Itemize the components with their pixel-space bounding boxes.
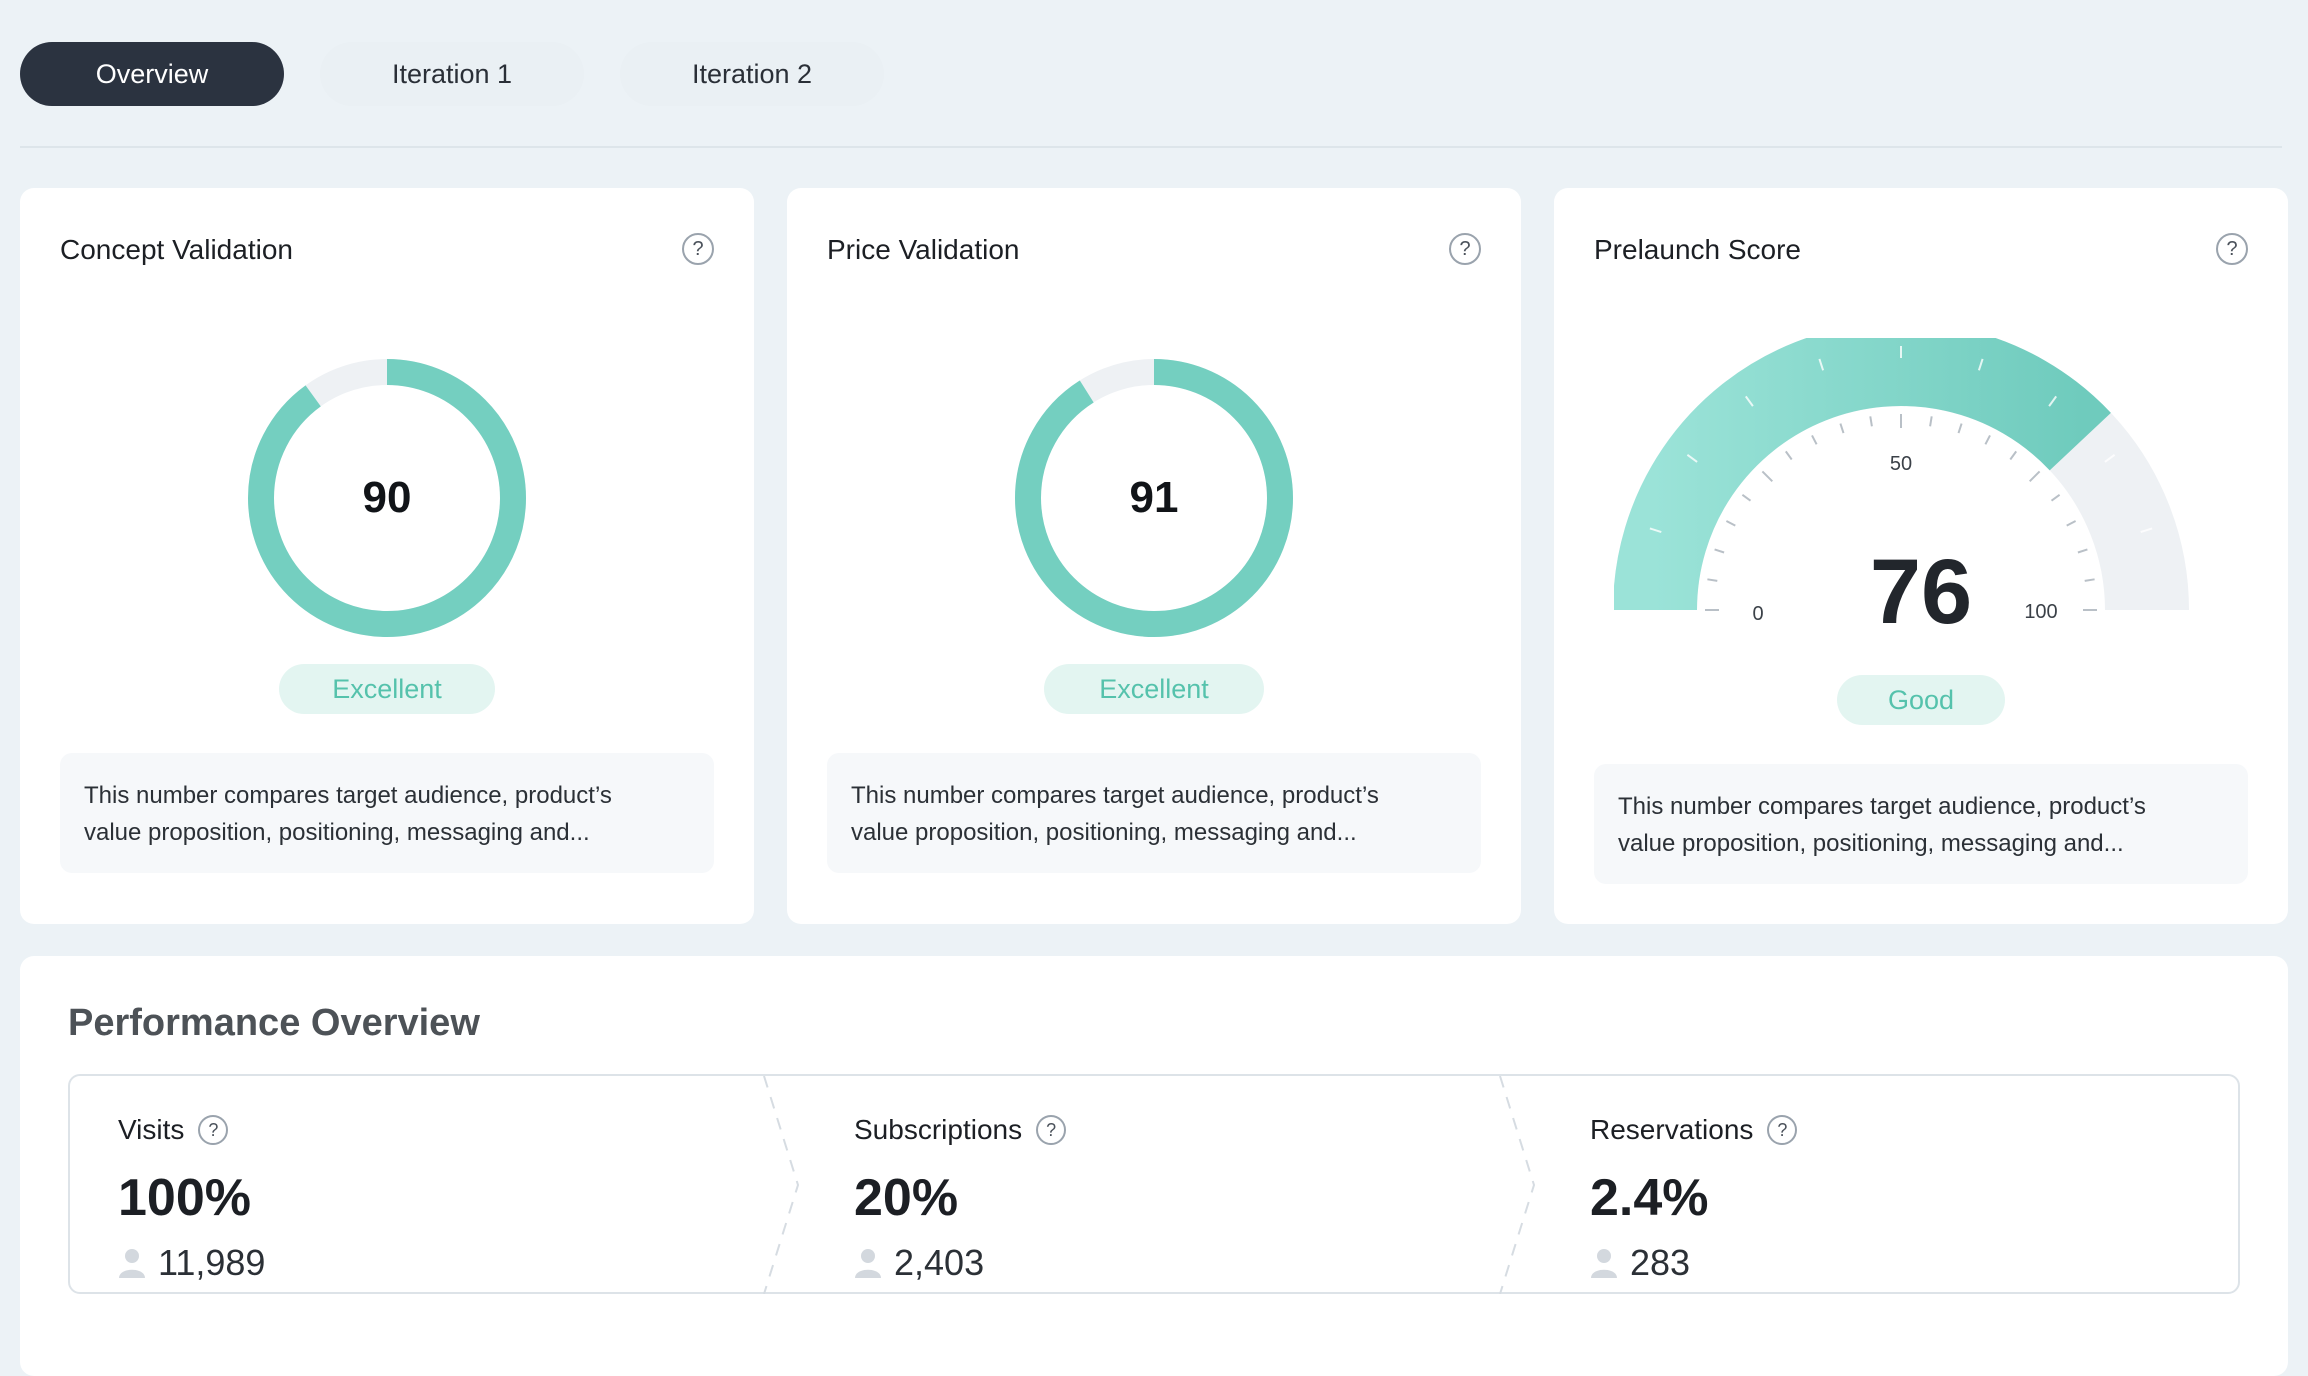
card-title: Concept Validation [60,234,293,265]
card-title: Price Validation [827,234,1020,265]
gauge-band-tick [2048,395,2058,407]
rating-badge: Good [1837,675,2005,725]
description-box: This number compares target audience, pr… [60,753,714,873]
description-line: value proposition, positioning, messagin… [851,819,1357,846]
help-icon[interactable]: ? [1036,1115,1067,1145]
score-value: 90 [362,473,412,522]
gauge-tick [1784,450,1793,461]
gauge-band-tick [1818,358,1825,371]
prelaunch-score-card: Prelaunch Score ? 0 50 100 76 Good This … [1554,188,2288,924]
help-icon[interactable]: ? [1767,1115,1798,1145]
metric-label: Reservations [1590,1114,1754,1145]
rating-badge: Excellent [279,664,495,714]
score-value: 76 [1869,541,1973,643]
description-line: value proposition, positioning, messagin… [1618,830,2124,857]
funnel-separator [1499,1076,1536,1294]
gauge-band-tick [2140,527,2153,534]
help-icon[interactable]: ? [1449,233,1481,265]
gauge-tick [1984,434,1991,445]
gauge-band-tick [2104,453,2116,463]
funnel-separator [763,1076,800,1294]
gauge-chart: 0 50 100 [1614,338,2189,625]
gauge-tick [1707,578,1718,582]
gauge-tick [2066,520,2077,527]
gauge-tick [2084,578,2095,582]
gauge-ticks [1705,414,2097,611]
gauge-fill [1614,338,2111,611]
ring-chart [1015,359,1293,637]
gauge-label-max: 100 [2024,601,2057,623]
description-line: This number compares target audience, pr… [851,782,1379,809]
performance-overview-panel: Performance Overview Visits ? 100% 11,98… [20,956,2288,1376]
user-icon [855,1249,881,1278]
metric-label: Visits [118,1114,185,1145]
description-line: This number compares target audience, pr… [1618,793,2146,820]
ring-progress [248,359,526,637]
score-ring: 90 [247,348,527,648]
ring-progress [1015,359,1293,637]
ring-chart [248,359,526,637]
rating-badge: Excellent [1044,664,1264,714]
description-box: This number compares target audience, pr… [827,753,1481,873]
metric-subscriptions: Subscriptions ? 20% 2,403 [854,1114,1067,1284]
gauge-label-min: 0 [1752,603,1763,625]
gauge-tick [2077,548,2088,554]
gauge-outer-ticks [1649,346,2153,534]
gauge-band-tick [1977,358,1984,371]
gauge-tick [1741,493,1752,502]
user-icon [119,1249,145,1278]
metric-count: 283 [1630,1242,1691,1283]
gauge-tick [1761,470,1774,483]
gauge-tick [2028,470,2041,483]
metric-visits: Visits ? 100% 11,989 [118,1114,265,1284]
price-validation-card: Price Validation ? 91 Excellent This num… [787,188,1521,924]
gauge-tick [1811,434,1818,445]
help-icon[interactable]: ? [682,233,714,265]
tab-divider [20,146,2282,148]
gauge-band-tick [1649,527,1662,534]
metric-label: Subscriptions [854,1114,1023,1145]
description-line: This number compares target audience, pr… [84,782,612,809]
tab-overview[interactable]: Overview [20,42,284,106]
funnel-box: Visits ? 100% 11,989 Subscriptions ? 20%… [68,1074,2240,1294]
gauge-tick [1725,520,1736,527]
score-ring: 91 [1014,348,1294,648]
description-line: value proposition, positioning, messagin… [84,819,590,846]
gauge-band-tick [1686,453,1698,463]
gauge-tick [2050,493,2061,502]
user-icon [1591,1249,1617,1278]
tab-iteration-1[interactable]: Iteration 1 [320,42,584,106]
metric-reservations: Reservations ? 2.4% 283 [1590,1114,1798,1284]
metric-percent: 20% [854,1169,959,1227]
gauge-tick [2009,450,2018,461]
concept-validation-card: Concept Validation ? 90 Excellent This n… [20,188,754,924]
gauge-tick [1929,416,1933,427]
tab-bar: Overview Iteration 1 Iteration 2 [20,42,884,106]
gauge-tick [1869,416,1873,427]
gauge-band-tick [1744,395,1754,407]
tab-iteration-2[interactable]: Iteration 2 [620,42,884,106]
gauge-label-mid: 50 [1890,453,1912,475]
metric-count: 2,403 [894,1242,985,1283]
help-icon[interactable]: ? [198,1115,229,1145]
metric-percent: 2.4% [1590,1169,1709,1227]
gauge-tick [1839,423,1845,434]
gauge-tick [1957,423,1963,434]
gauge-tick [1714,548,1725,554]
card-title: Prelaunch Score [1594,234,1802,265]
help-icon[interactable]: ? [2216,233,2248,265]
description-box: This number compares target audience, pr… [1594,764,2248,884]
section-title: Performance Overview [68,1002,480,1044]
metric-percent: 100% [118,1169,251,1227]
metric-count: 11,989 [158,1242,266,1283]
score-value: 91 [1129,473,1179,522]
